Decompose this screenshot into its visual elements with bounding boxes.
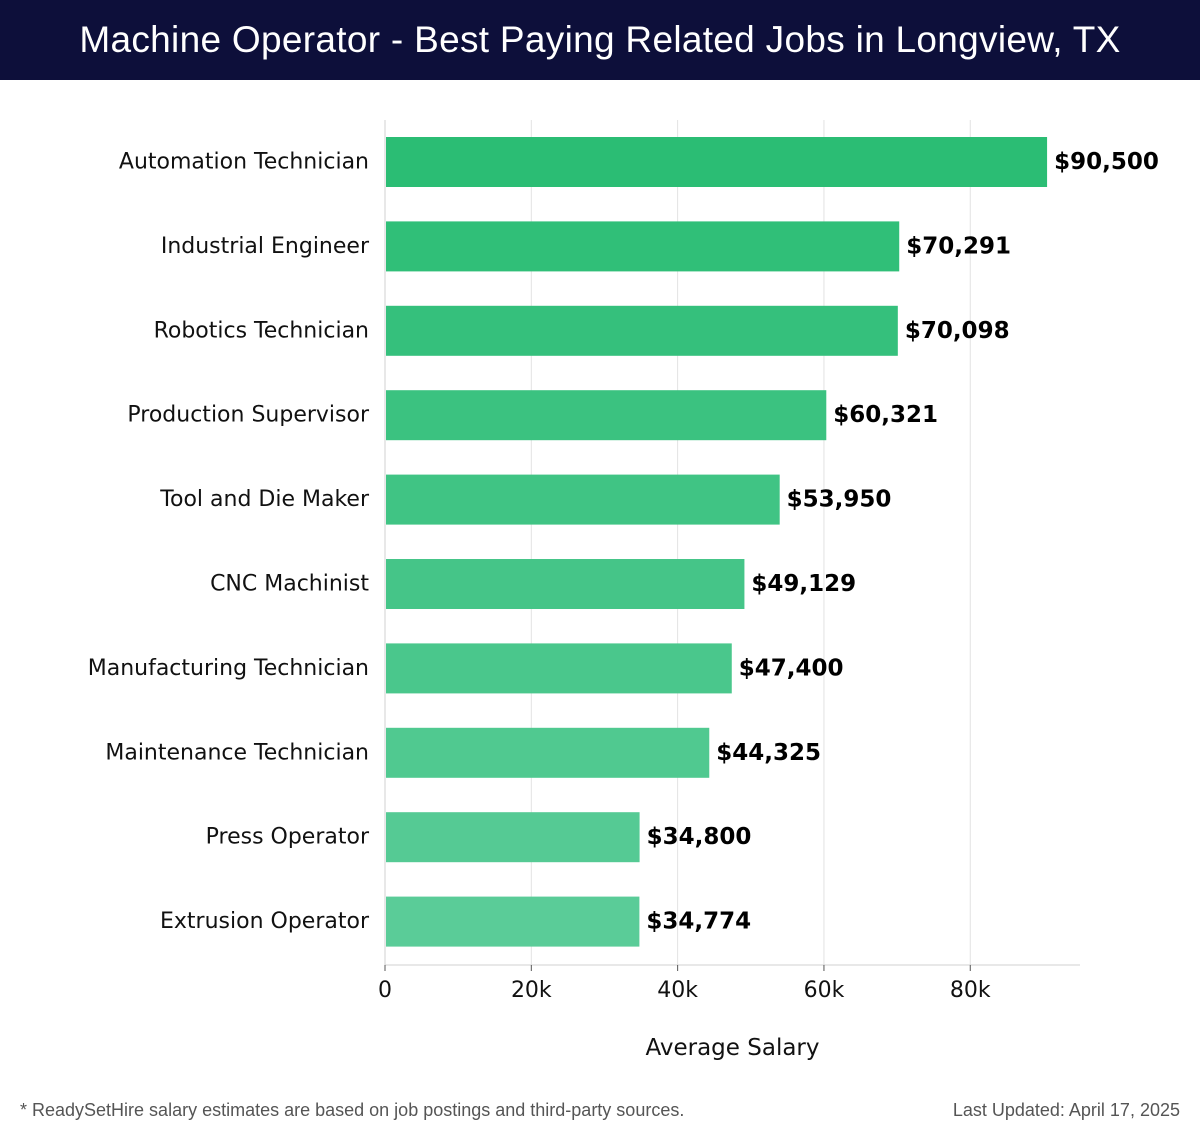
value-label: $70,098 [905,318,1010,344]
x-tick-label: 60k [804,978,845,1003]
value-label: $34,800 [647,824,752,850]
category-label: Automation Technician [119,150,369,175]
x-tick-label: 80k [950,978,991,1003]
bar [386,474,780,525]
category-label: Industrial Engineer [161,234,370,259]
value-label: $60,321 [833,402,938,428]
value-label: $47,400 [739,655,844,681]
bar [386,812,640,863]
category-label: CNC Machinist [210,572,369,597]
value-label: $70,291 [906,233,1011,259]
category-label: Tool and Die Maker [159,487,370,512]
bar [386,727,710,778]
bar [386,559,745,609]
category-label: Robotics Technician [154,318,369,343]
last-updated: Last Updated: April 17, 2025 [952,1100,1180,1120]
x-tick-label: 40k [657,978,698,1003]
x-tick-label: 0 [378,978,392,1003]
category-label: Manufacturing Technician [88,656,369,681]
value-label: $34,774 [646,909,751,935]
bar [386,137,1048,187]
bar [386,390,827,441]
value-label: $90,500 [1054,149,1159,175]
footnote: * ReadySetHire salary estimates are base… [20,1100,685,1120]
bar [386,221,900,272]
chart-title: Machine Operator - Best Paying Related J… [79,19,1121,60]
category-label: Maintenance Technician [105,740,369,765]
x-axis-label: Average Salary [645,1035,819,1061]
bar [386,643,732,694]
category-label: Production Supervisor [127,403,370,428]
bar [386,896,640,947]
value-label: $53,950 [787,487,892,513]
category-label: Extrusion Operator [160,909,370,934]
category-label: Press Operator [206,825,370,850]
title-bar: Machine Operator - Best Paying Related J… [0,0,1200,80]
x-tick-label: 20k [511,978,552,1003]
value-label: $44,325 [716,740,821,766]
bar [386,305,898,356]
value-label: $49,129 [751,571,856,597]
salary-bar-chart: Automation Technician $90,500 Industrial E… [88,120,1159,1061]
